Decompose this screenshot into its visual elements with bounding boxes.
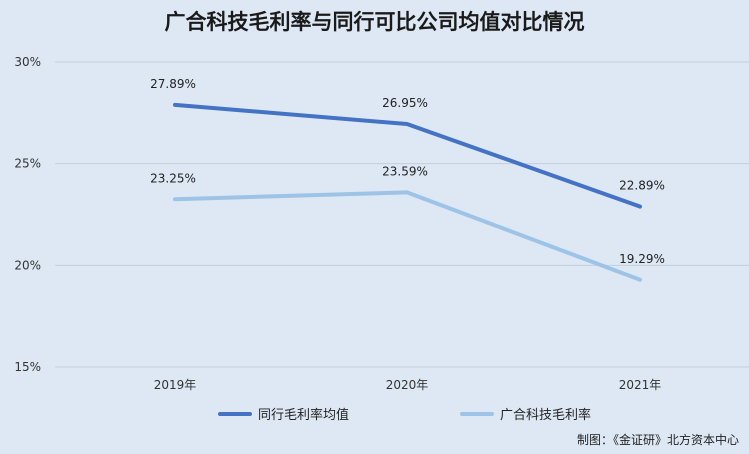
data-label: 27.89% — [150, 77, 196, 91]
series-line-0 — [173, 102, 642, 209]
data-label: 23.25% — [150, 171, 196, 185]
legend-swatch-peer-average — [218, 411, 252, 416]
x-tick-label: 2019年 — [154, 378, 197, 392]
data-label: 19.29% — [619, 252, 665, 266]
y-tick-label: 30% — [14, 55, 41, 69]
legend-label-guanghe: 广合科技毛利率 — [500, 408, 592, 423]
x-tick-label: 2021年 — [619, 378, 662, 392]
legend-swatch-guanghe — [460, 411, 494, 416]
y-tick-label: 20% — [14, 258, 41, 272]
series-line-1 — [173, 190, 642, 282]
data-label: 26.95% — [382, 96, 428, 110]
data-label: 22.89% — [619, 179, 665, 193]
x-tick-label: 2020年 — [386, 378, 429, 392]
legend-label-peer-average: 同行毛利率均值 — [258, 408, 350, 423]
legend-item-guanghe: 广合科技毛利率 — [460, 404, 591, 423]
y-tick-label: 15% — [14, 360, 41, 374]
data-label: 23.59% — [382, 164, 428, 178]
chart-title: 广合科技毛利率与同行可比公司均值对比情况 — [164, 10, 585, 34]
y-tick-label: 25% — [14, 157, 41, 171]
legend: 同行毛利率均值 广合科技毛利率 — [0, 404, 749, 424]
legend-item-peer-average: 同行毛利率均值 — [218, 404, 349, 423]
source-note: 制图：《金证研》北方资本中心 — [576, 433, 739, 447]
